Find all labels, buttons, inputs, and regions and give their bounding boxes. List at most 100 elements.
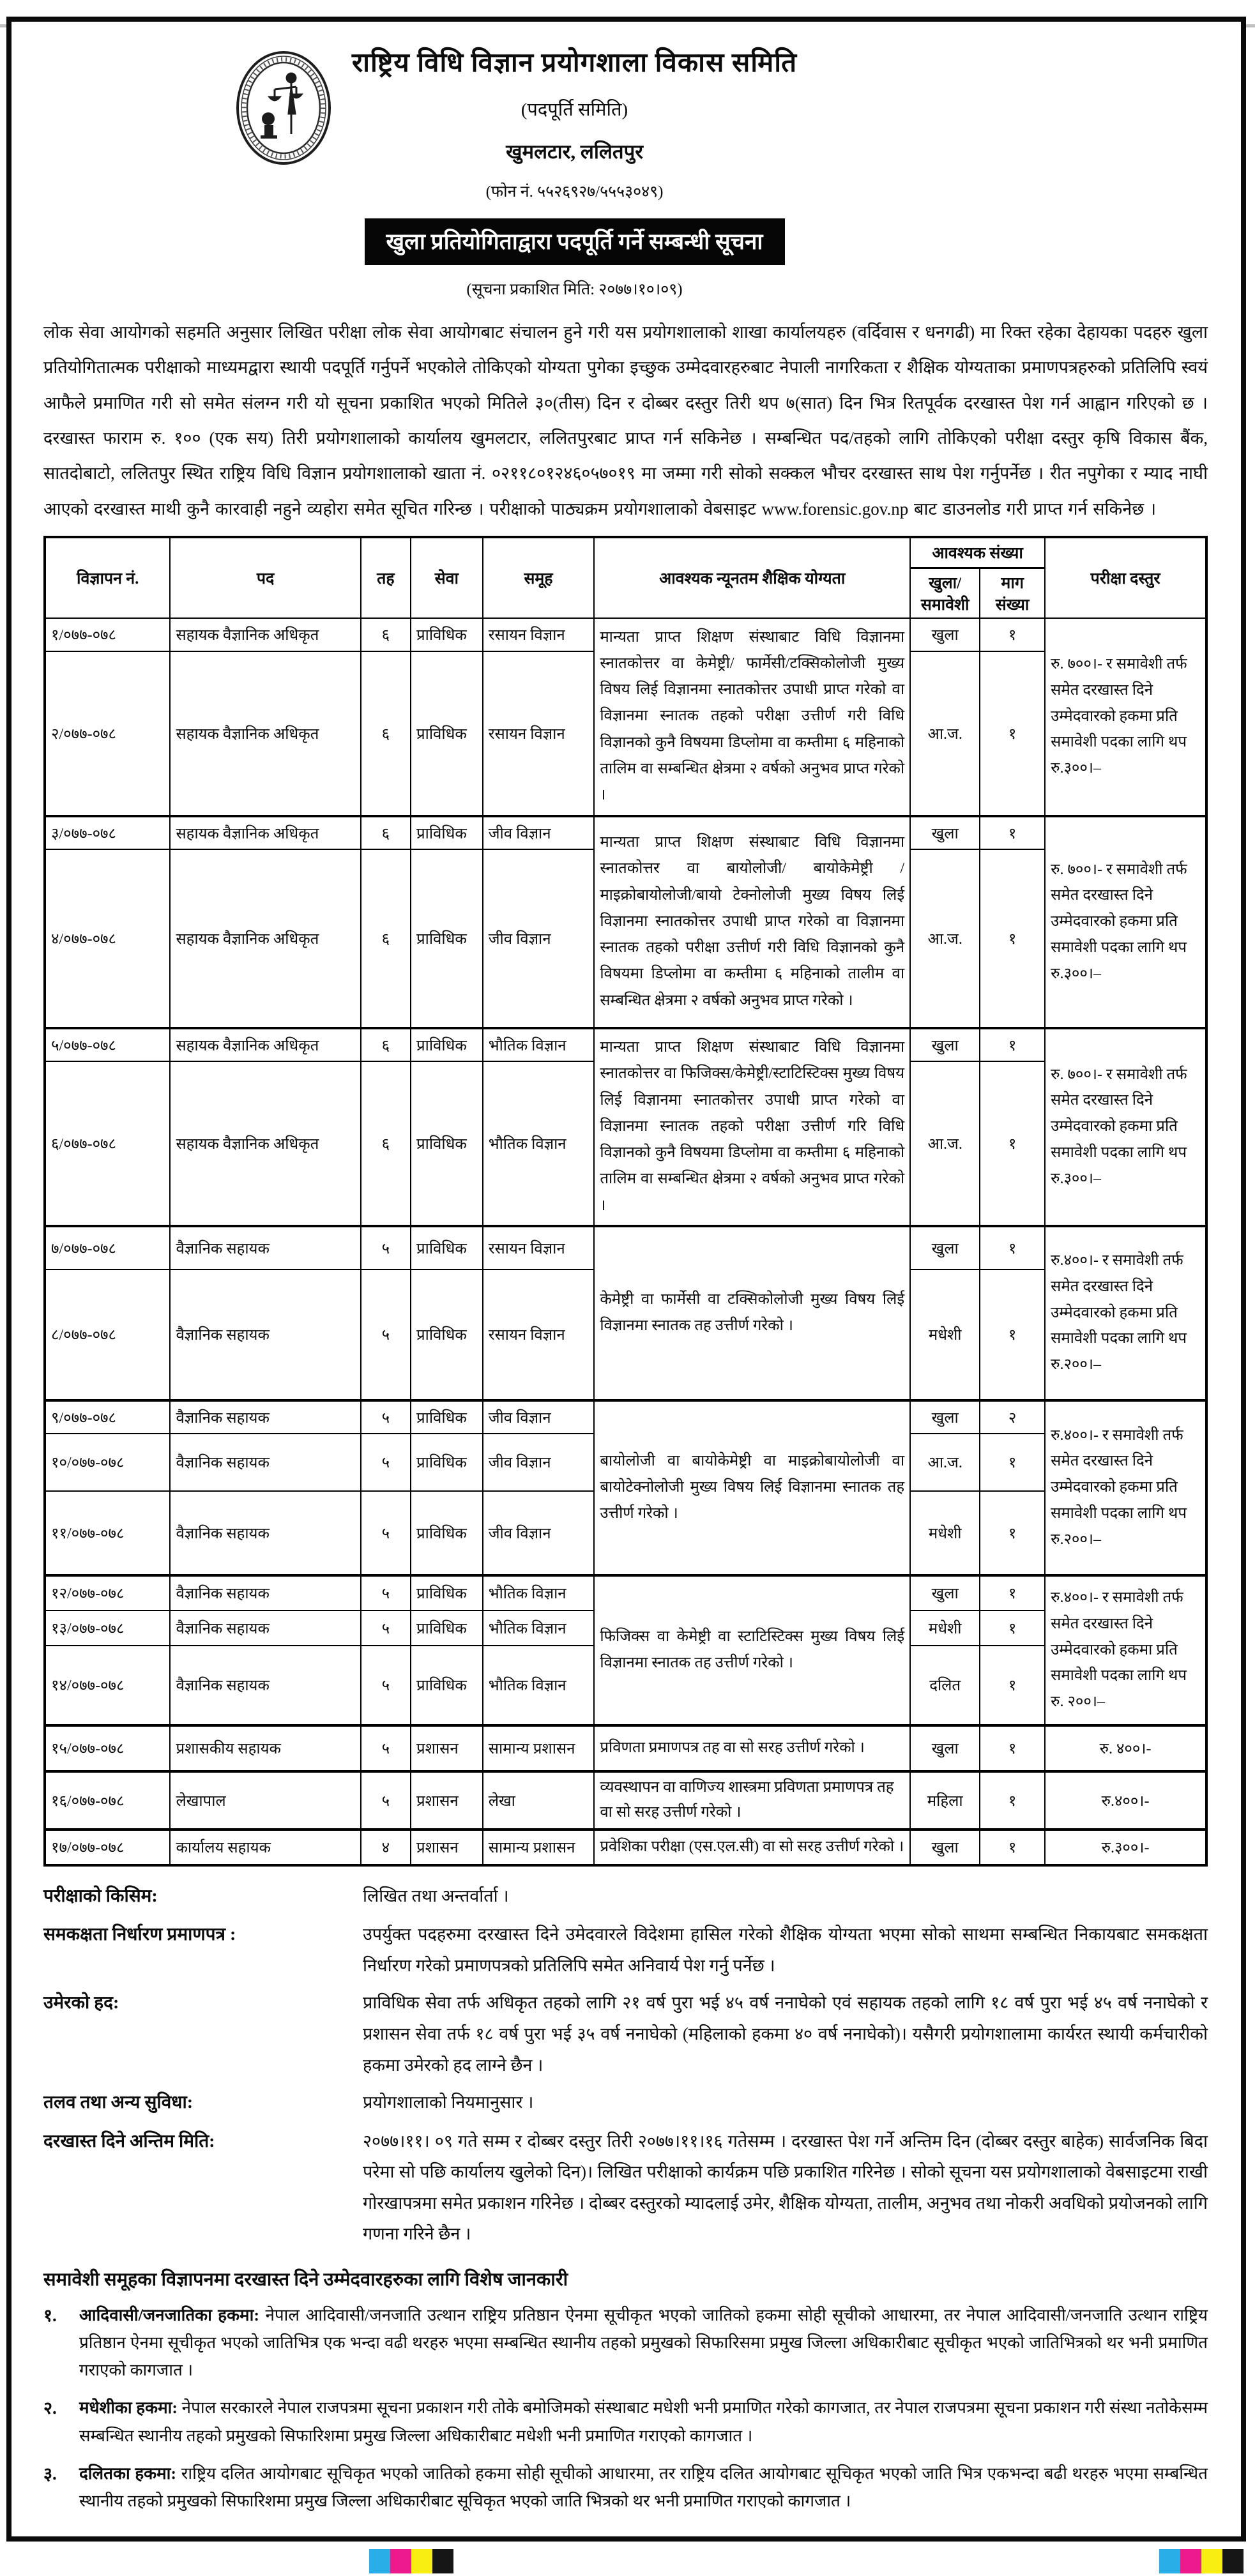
table-cell: रु. ७००।- र समावेशी तर्फ समेत दरखास्त दि… [1044,1026,1207,1227]
table-cell: ४/०७७-०७८ [43,848,171,1029]
table-cell: १ [979,650,1046,817]
table-cell: ५ [360,1398,411,1434]
table-cell: मधेशी [909,1490,981,1576]
table-cell: ४ [360,1828,411,1866]
table-cell: रु.४००।- र समावेशी तर्फ समेत दरखास्त दिन… [1044,1398,1207,1576]
table-cell: रसायन विज्ञान [482,617,595,652]
table-cell: सहायक वैज्ञानिक अधिकृत [169,617,361,652]
detail-value: प्रयोगशालाको नियमानुसार । [363,2093,534,2112]
notice-page: राष्ट्रिय विधि विज्ञान प्रयोगशाला विकास … [6,17,1246,2542]
table-cell: बायोलोजी वा बायोकेमेष्ट्री वा माइक्रोबाय… [593,1398,911,1576]
table-cell: ६ [360,1060,411,1227]
table-cell: खुला [909,1026,981,1062]
table-cell: आ.ज. [909,650,981,817]
detail-value: प्राविधिक सेवा तर्फ अधिकृत तहको लागि २१ … [363,1993,1208,2075]
col-header-qualification: आवश्यक न्यूनतम शैक्षिक योग्यता [593,536,911,619]
table-cell: भौतिक विज्ञान [482,1609,595,1646]
table-cell: खुला [909,1224,981,1270]
item-title: दलितका हकमा: [79,2464,181,2483]
table-cell: प्राविधिक [409,1609,483,1646]
table-cell: १४/०७७-०७८ [43,1644,171,1726]
table-cell: सामान्य प्रशासन [482,1828,595,1866]
color-swatch [411,2549,432,2573]
item-number: ३. [43,2464,57,2483]
table-cell: ५ [360,1268,411,1401]
table-cell: प्राविधिक [409,1644,483,1726]
table-cell: १ [979,848,1046,1029]
table-cell: ६ [360,650,411,817]
item-number: २. [43,2398,57,2418]
item-text: दलितका हकमा: राष्ट्रिय दलित आयोगबाट सूचि… [79,2464,1208,2510]
special-info-item: ३. दलितका हकमा: राष्ट्रिय दलित आयोगबाट सू… [43,2460,1208,2515]
details-section: परीक्षाको किसिम: लिखित तथा अन्तर्वार्ता ।… [43,1881,1208,2250]
table-cell: वैज्ञानिक सहायक [169,1609,361,1646]
table-cell: खुला [909,1398,981,1434]
item-number: १. [43,2305,57,2325]
col-header-demand-count: माग संख्या [979,566,1046,619]
table-cell: वैज्ञानिक सहायक [169,1432,361,1492]
special-info-item: १. आदिवासी/जनजातिका हकमा: नेपाल आदिवासी/ज… [43,2301,1208,2384]
table-cell: १/०७७-०७८ [43,617,171,652]
detail-value: उपर्युक्त पदहरुमा दरखास्त दिने उमेदवारले… [363,1925,1208,1975]
table-cell: सहायक वैज्ञानिक अधिकृत [169,848,361,1029]
table-cell: रसायन विज्ञान [482,650,595,817]
detail-label: तलव तथा अन्य सुविधा: [43,2093,194,2113]
table-cell: १२/०७७-०७८ [43,1573,171,1611]
table-cell: १ [979,1828,1046,1866]
table-cell: रु. ७००।- र समावेशी तर्फ समेत दरखास्त दि… [1044,814,1207,1029]
table-cell: प्राविधिक [409,650,483,817]
print-registration-band [0,2547,1255,2576]
table-cell: रु.४००।- र समावेशी तर्फ समेत दरखास्त दिन… [1044,1224,1207,1401]
table-cell: लेखापाल [169,1769,361,1830]
color-swatch [390,2549,411,2573]
table-cell: ५ [360,1490,411,1576]
table-cell: खुला [909,617,981,652]
print-registration-marks [1159,2549,1244,2573]
table-cell: मान्यता प्राप्त शिक्षण संस्थाबाट विधि वि… [593,814,911,1029]
vacancy-table: विज्ञापन नं. पद तह सेवा समूह आवश्यक न्यू… [43,536,1208,1867]
table-cell: खुला [909,1724,981,1772]
table-cell: ५ [360,1432,411,1492]
table-cell: ६ [360,848,411,1029]
detail-row: तलव तथा अन्य सुविधा: प्रयोगशालाको नियमानु… [43,2087,1208,2119]
table-cell: व्यवस्थापन वा वाणिज्य शास्त्रमा प्रविणता… [593,1769,911,1830]
table-cell: भौतिक विज्ञान [482,1573,595,1611]
table-cell: मान्यता प्राप्त शिक्षण संस्थाबाट विधि वि… [593,617,911,817]
table-cell: जीव विज्ञान [482,848,595,1029]
table-cell: ६/०७७-०७८ [43,1060,171,1227]
table-cell: सामान्य प्रशासन [482,1724,595,1772]
color-swatch [1159,2549,1180,2573]
committee-name: (पदपूर्ति समिति) [521,100,628,120]
table-cell: आ.ज. [909,1060,981,1227]
org-phone: (फोन नं. ५५२६९२७/५५५३०४९) [485,183,664,201]
table-row: ७/०७७-०७८ वैज्ञानिक सहायक ५ प्राविधिक रसायन … [43,1224,1207,1401]
table-cell: १ [979,1432,1046,1492]
justice-figure-icon [267,72,304,134]
table-cell: १ [979,1609,1046,1646]
col-header-advt-no: विज्ञापन नं. [43,536,171,619]
detail-row: समकक्षता निर्धारण प्रमाणपत्र : उपर्युक्त … [43,1919,1208,1981]
org-address: खुमलटार, ललितपुर [506,140,643,163]
detail-label: समकक्षता निर्धारण प्रमाणपत्र : [43,1925,236,1945]
table-cell: १ [979,1769,1046,1830]
table-cell: मधेशी [909,1609,981,1646]
col-header-open-inclusive: खुला/ समावेशी [909,566,981,619]
table-cell: रसायन विज्ञान [482,1224,595,1270]
table-cell: १ [979,1026,1046,1062]
table-row: ११/०७७-०७८ वैज्ञानिक सहायक ५ प्राविधिक जीव व… [43,1490,1206,1576]
detail-value: लिखित तथा अन्तर्वार्ता । [363,1886,509,1905]
table-cell: रु. ७००।- र समावेशी तर्फ समेत दरखास्त दि… [1044,617,1207,817]
item-text: मधेशीका हकमा: नेपाल सरकारले नेपाल राजपत्… [79,2398,1208,2445]
table-cell: प्रविणता प्रमाणपत्र तह वा सो सरह उत्तीर्… [593,1724,911,1772]
table-cell: १ [979,1490,1046,1576]
organization-seal-icon [236,51,331,165]
table-cell: रु. ४००।- [1044,1724,1207,1772]
table-cell: १३/०७७-०७८ [43,1609,171,1646]
table-cell: प्राविधिक [409,1432,483,1492]
table-cell: वैज्ञानिक सहायक [169,1490,361,1576]
item-title: आदिवासी/जनजातिका हकमा: [79,2305,266,2324]
table-cell: प्रवेशिका परीक्षा (एस.एल.सी) वा सो सरह उ… [593,1828,911,1866]
table-cell: २ [979,1398,1046,1434]
table-row: २/०७७-०७८ सहायक वैज्ञानिक अधिकृत ६ प्राविधि… [43,650,1206,817]
table-cell: प्राविधिक [409,1490,483,1576]
